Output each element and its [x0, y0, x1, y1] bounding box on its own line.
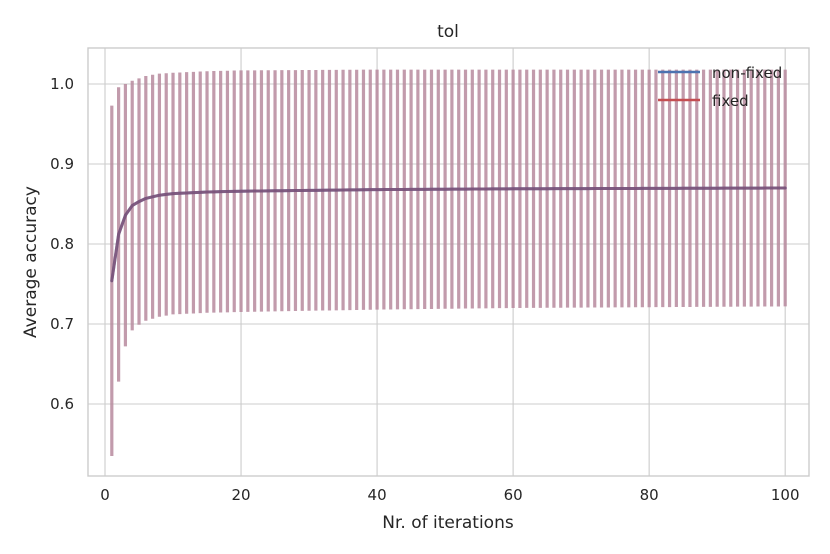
x-axis-label: Nr. of iterations — [382, 513, 514, 533]
x-tick-label: 40 — [368, 486, 387, 504]
x-tick-label: 20 — [231, 486, 250, 504]
legend-label-fixed: fixed — [712, 92, 749, 110]
y-tick-label: 0.7 — [50, 315, 74, 333]
x-tick-label: 60 — [504, 486, 523, 504]
series-line-fixed — [110, 186, 787, 283]
x-tick-label: 0 — [100, 486, 110, 504]
plot-frame — [87, 47, 810, 477]
mean-lines — [110, 186, 787, 283]
y-tick-label: 0.8 — [50, 235, 74, 253]
chart-title: tol — [437, 22, 459, 42]
y-axis-label: Average accuracy — [21, 186, 41, 338]
y-tick-label: 1.0 — [50, 75, 74, 93]
y-tick-label: 0.9 — [50, 155, 74, 173]
x-tick-label: 80 — [640, 486, 659, 504]
y-tick-labels: 0.6 0.7 0.8 0.9 1.0 — [50, 75, 74, 413]
x-tick-label: 100 — [771, 486, 800, 504]
x-tick-labels: 0 20 40 60 80 100 — [100, 486, 799, 504]
legend: non-fixed fixed — [658, 64, 782, 110]
y-tick-label: 0.6 — [50, 395, 74, 413]
legend-label-non-fixed: non-fixed — [712, 64, 782, 82]
